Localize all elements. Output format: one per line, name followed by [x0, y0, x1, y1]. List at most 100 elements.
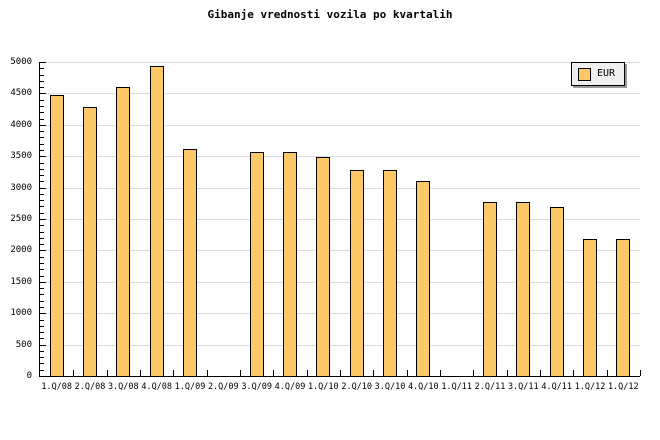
y-label-5000: 5000 [10, 57, 32, 67]
y-minortick-800 [40, 325, 44, 327]
gridline-y-5000 [40, 62, 640, 63]
y-minortick-1200 [40, 300, 44, 302]
bar-1-2.Q/08 [83, 106, 97, 377]
y-minortick-3400 [40, 162, 44, 164]
y-minortick-3200 [40, 175, 44, 176]
y-tick-3500 [40, 156, 46, 158]
y-minortick-2900 [40, 193, 44, 195]
y-label-1000: 1000 [10, 308, 32, 319]
y-minortick-4900 [40, 68, 44, 70]
x-label-17: 1.Q/12 [607, 382, 639, 392]
y-tick-1000 [40, 313, 46, 315]
bar-10-3.Q/10 [383, 170, 397, 377]
y-label-0: 0 [26, 371, 32, 381]
x-tick-8 [306, 370, 308, 376]
x-label-14: 3.Q/11 [507, 382, 539, 392]
y-minortick-400 [40, 350, 44, 352]
bar-6-3.Q/09 [249, 152, 264, 377]
y-minortick-2600 [40, 212, 44, 214]
gridline-y-3000 [40, 187, 640, 189]
bar-3-4.Q/08 [149, 65, 164, 377]
y-minortick-4200 [40, 112, 44, 114]
bar-0-1.Q/08 [49, 95, 64, 377]
y-minortick-2200 [40, 237, 44, 239]
y-minortick-600 [40, 338, 44, 340]
y-minortick-2100 [40, 244, 44, 246]
y-minortick-4800 [40, 74, 44, 76]
chart-title: Gibanje vrednosti vozila po kvartalih [207, 8, 453, 21]
y-tick-500 [40, 344, 46, 346]
legend: EUR [571, 62, 625, 86]
y-tick-4000 [40, 124, 46, 126]
y-minortick-4100 [40, 118, 44, 120]
x-tick-7 [273, 370, 275, 376]
x-label-15: 4.Q/11 [541, 382, 573, 392]
y-tick-1500 [40, 281, 46, 283]
bar-7-4.Q/09 [283, 152, 297, 377]
x-label-3: 4.Q/08 [141, 382, 173, 392]
bar-4-1.Q/09 [183, 148, 197, 377]
x-label-5: 2.Q/09 [207, 382, 239, 392]
bar-17-1.Q/12 [616, 239, 631, 377]
y-minortick-1700 [40, 269, 44, 271]
y-axis-line [39, 62, 40, 377]
y-minortick-2400 [40, 225, 44, 227]
bar-14-3.Q/11 [516, 202, 531, 377]
y-minortick-1300 [40, 294, 44, 296]
gridline-y-4000 [40, 124, 640, 126]
x-label-9: 2.Q/10 [341, 382, 373, 392]
y-minortick-300 [40, 357, 44, 359]
x-label-4: 1.Q/09 [174, 382, 206, 392]
x-label-11: 4.Q/10 [407, 382, 439, 392]
x-label-16: 1.Q/12 [574, 382, 606, 392]
x-tick-6 [240, 370, 241, 376]
x-tick-17 [606, 370, 608, 376]
y-tick-5000 [40, 62, 46, 63]
x-tick-3 [140, 370, 141, 376]
x-tick-5 [206, 370, 208, 376]
x-label-2: 3.Q/08 [107, 382, 139, 392]
x-label-10: 3.Q/10 [374, 382, 406, 392]
y-minortick-1600 [40, 275, 44, 277]
x-tick-16 [573, 370, 575, 376]
y-minortick-3100 [40, 181, 44, 183]
y-minortick-3900 [40, 131, 44, 133]
y-minortick-4400 [40, 99, 44, 101]
y-tick-2000 [40, 250, 46, 252]
y-label-500: 500 [15, 339, 32, 350]
y-minortick-3700 [40, 143, 44, 145]
y-label-2500: 2500 [10, 214, 32, 224]
x-tick-1 [73, 370, 75, 376]
gridline-y-2000 [40, 250, 640, 252]
y-minortick-900 [40, 319, 44, 321]
gridline-y-500 [40, 344, 640, 346]
bar-13-2.Q/11 [483, 202, 497, 377]
legend-swatch-icon [578, 67, 591, 81]
legend-label: EUR [597, 68, 616, 79]
y-minortick-3300 [40, 168, 44, 170]
y-minortick-100 [40, 369, 44, 371]
y-minortick-3600 [40, 149, 44, 151]
y-minortick-1900 [40, 256, 44, 258]
y-label-3500: 3500 [10, 151, 32, 162]
bar-11-4.Q/10 [416, 181, 431, 377]
y-minortick-1800 [40, 263, 44, 264]
y-tick-4500 [40, 93, 46, 95]
gridline-y-4500 [40, 93, 640, 95]
y-minortick-3800 [40, 137, 44, 139]
y-minortick-1100 [40, 306, 44, 308]
y-tick-3000 [40, 187, 46, 189]
x-label-6: 3.Q/09 [241, 382, 273, 392]
y-minortick-2700 [40, 206, 44, 208]
x-tick-2 [106, 370, 108, 376]
x-tick-11 [406, 370, 408, 376]
y-minortick-2300 [40, 231, 44, 233]
x-label-7: 4.Q/09 [274, 382, 306, 392]
gridline-y-1000 [40, 313, 640, 315]
bar-8-1.Q/10 [316, 156, 331, 377]
x-tick-18 [640, 370, 641, 376]
y-label-4500: 4500 [10, 88, 32, 99]
bar-9-2.Q/10 [349, 170, 364, 377]
